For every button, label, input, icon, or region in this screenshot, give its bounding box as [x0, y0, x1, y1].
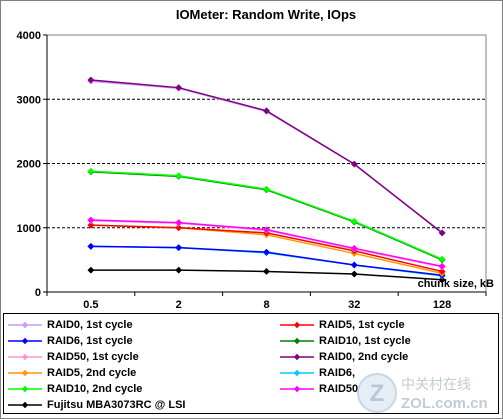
series-10 — [87, 266, 446, 284]
axis-layer: 0 1000 2000 3000 4000 0.5 2 8 32 128 — [17, 30, 487, 311]
x-tick-label: 2 — [176, 299, 182, 311]
series-layer — [87, 76, 446, 284]
x-tick-label: 128 — [433, 299, 451, 311]
y-tick-label: 3000 — [17, 94, 41, 106]
data-point — [350, 160, 358, 168]
x-tick-label: 32 — [348, 299, 360, 311]
series-9 — [87, 216, 446, 270]
data-point — [87, 266, 95, 274]
legend-swatch — [280, 385, 314, 393]
legend-item: RAID10, 1st cycle — [280, 333, 411, 349]
data-point — [87, 242, 95, 250]
legend-swatch — [8, 369, 42, 377]
legend-swatch — [8, 353, 42, 361]
data-point — [350, 270, 358, 278]
data-point — [262, 226, 271, 234]
data-point — [350, 217, 358, 225]
svg-text:Z: Z — [370, 380, 385, 407]
line-chart: IOMeter: Random Write, IOps 0 1000 2000 300… — [17, 7, 495, 311]
legend-item: RAID0, 2nd cycle — [280, 349, 408, 365]
legend-label: RAID5, 2nd cycle — [47, 367, 137, 379]
legend-item: Fujitsu MBA3073RC @ LSI — [8, 397, 185, 413]
data-point — [175, 266, 183, 274]
watermark-brand-cn: 中关村在线 — [401, 377, 471, 393]
legend-label: RAID50 — [319, 383, 359, 395]
data-point — [175, 244, 183, 252]
x-tick-label: 8 — [263, 299, 269, 311]
series-5 — [87, 76, 446, 237]
data-point — [438, 255, 446, 263]
legend-label: RAID5, 1st cycle — [319, 319, 405, 331]
data-point — [262, 185, 271, 193]
y-tick-label: 2000 — [17, 159, 41, 171]
legend-item: RAID0, 1st cycle — [8, 317, 133, 333]
legend-swatch — [8, 385, 42, 393]
legend-swatch — [8, 337, 42, 345]
zol-watermark-logo: Z 中关村在线 ZOL.com.cn — [357, 373, 488, 413]
data-point — [175, 219, 183, 227]
legend-swatch — [280, 369, 314, 377]
legend-item: RAID6, 1st cycle — [8, 333, 133, 349]
data-point — [438, 276, 446, 284]
legend-label: RAID0, 1st cycle — [47, 319, 133, 331]
legend-item: RAID6, — [280, 365, 355, 381]
data-point — [350, 244, 358, 252]
data-point — [87, 221, 95, 229]
data-point — [350, 261, 358, 269]
legend-label: RAID10, 1st cycle — [319, 335, 411, 347]
data-point — [438, 229, 446, 237]
x-axis-label: chunk size, kB — [418, 278, 494, 290]
legend-swatch — [280, 321, 314, 329]
data-point — [262, 248, 271, 256]
legend-item: RAID5, 1st cycle — [280, 317, 405, 333]
legend-swatch — [280, 337, 314, 345]
legend-label: Fujitsu MBA3073RC @ LSI — [47, 399, 186, 411]
legend-swatch — [8, 401, 42, 409]
legend-label: RAID10, 2nd cycle — [47, 383, 143, 395]
data-point — [438, 267, 446, 275]
legend-label: RAID6, 1st cycle — [47, 335, 133, 347]
y-tick-label: 1000 — [17, 223, 41, 235]
legend-label: RAID50, 1st cycle — [47, 351, 139, 363]
series-8 — [87, 167, 446, 263]
legend: RAID0, 1st cycle RAID6, 1st cycle RAID50, … — [3, 313, 499, 414]
legend-swatch — [280, 353, 314, 361]
legend-item: RAID50, 1st cycle — [8, 349, 139, 365]
legend-label: RAID6, — [319, 367, 356, 379]
data-point — [175, 224, 183, 232]
y-tick-label: 0 — [35, 287, 41, 299]
chart-title: IOMeter: Random Write, IOps — [176, 7, 356, 22]
legend-item: RAID50 — [280, 381, 358, 397]
legend-label: RAID0, 2nd cycle — [319, 351, 409, 363]
data-point — [87, 76, 95, 84]
data-point — [262, 107, 271, 115]
data-point — [438, 262, 446, 270]
data-point — [87, 216, 95, 224]
legend-item: RAID10, 2nd cycle — [8, 381, 142, 397]
data-point — [175, 172, 183, 180]
legend-swatch — [8, 321, 42, 329]
data-point — [262, 267, 271, 275]
y-tick-label: 4000 — [17, 30, 41, 42]
watermark-brand-en: ZOL.com.cn — [401, 395, 488, 412]
data-point — [175, 84, 183, 92]
data-point — [87, 167, 95, 175]
x-tick-label: 0.5 — [83, 299, 98, 311]
legend-item: RAID5, 2nd cycle — [8, 365, 136, 381]
